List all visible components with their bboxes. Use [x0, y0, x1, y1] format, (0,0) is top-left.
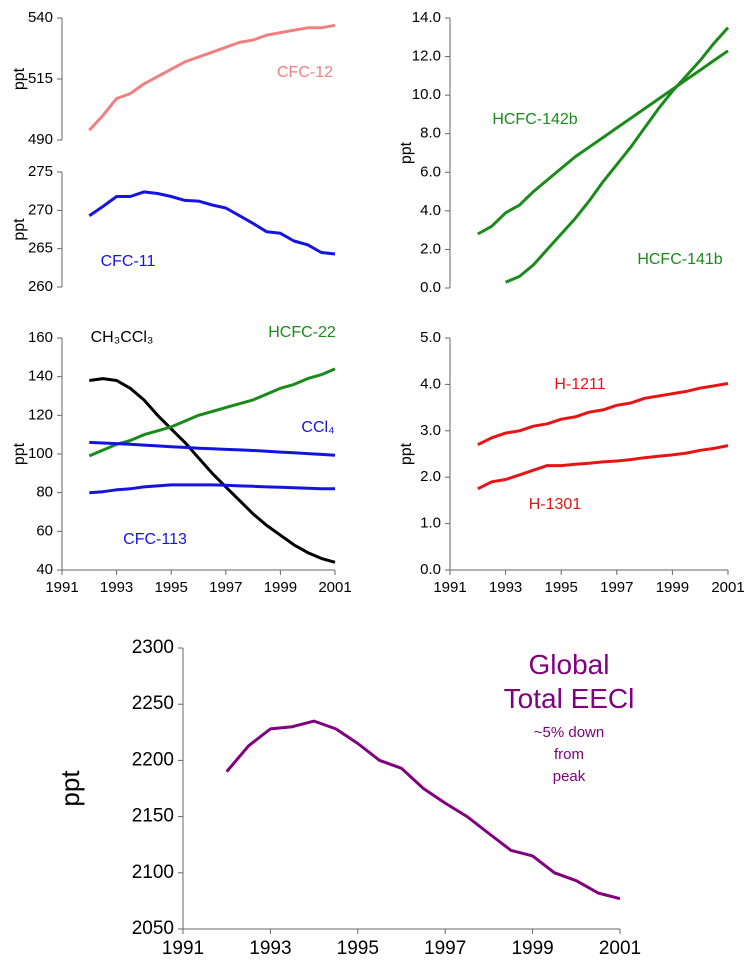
series-label: CFC-11: [101, 253, 156, 270]
y-tick-label: 40: [36, 561, 53, 578]
y-tick-label: 140: [28, 368, 53, 385]
y-tick-label: 0.0: [420, 561, 441, 578]
y-tick-label: 515: [28, 70, 53, 87]
y-axis-label: ppt: [398, 442, 415, 465]
y-tick-label: 6.0: [420, 163, 441, 180]
y-tick-label: 2300: [132, 637, 174, 658]
x-tick-label: 1991: [45, 579, 78, 596]
y-tick-label: 80: [36, 484, 53, 501]
y-tick-label: 2.0: [420, 240, 441, 257]
x-tick-label: 1995: [337, 938, 379, 959]
series-label: CFC-113: [123, 531, 187, 548]
series-line: [88, 367, 336, 458]
annotation: peak: [553, 768, 586, 785]
series-label: HCFC-22: [268, 324, 336, 341]
x-tick-label: 1999: [656, 579, 689, 596]
annotation: ~5% down: [534, 724, 604, 741]
y-tick-label: 4.0: [420, 375, 441, 392]
series-line: [225, 719, 621, 901]
y-tick-label: 275: [28, 163, 53, 180]
y-tick-label: 10.0: [412, 86, 441, 103]
series-label: H-1301: [529, 496, 582, 513]
y-tick-label: 270: [28, 201, 53, 218]
series-line: [88, 23, 336, 132]
series-label: CFC-12: [277, 64, 333, 81]
x-tick-label: 1993: [489, 579, 522, 596]
series-line: [89, 440, 336, 457]
y-axis-label: ppt: [11, 442, 28, 465]
y-tick-label: 60: [36, 522, 53, 539]
x-tick-label: 1993: [249, 938, 291, 959]
y-tick-label: 2100: [132, 862, 174, 883]
y-tick-label: 100: [28, 445, 53, 462]
y-tick-label: 2150: [132, 806, 174, 827]
annotation: from: [554, 746, 584, 763]
x-tick-label: 1993: [100, 579, 133, 596]
y-axis-label: ppt: [398, 141, 415, 164]
x-tick-label: 1997: [600, 579, 633, 596]
y-axis-label: ppt: [55, 770, 85, 807]
x-tick-label: 1999: [264, 579, 297, 596]
y-tick-label: 2200: [132, 749, 174, 770]
y-tick-label: 490: [28, 131, 53, 148]
x-tick-label: 1995: [155, 579, 188, 596]
x-tick-label: 1997: [424, 938, 466, 959]
y-tick-label: 5.0: [420, 329, 441, 346]
x-tick-label: 1991: [433, 579, 466, 596]
x-tick-label: 2001: [318, 579, 351, 596]
y-tick-label: 4.0: [420, 202, 441, 219]
y-tick-label: 2250: [132, 693, 174, 714]
y-tick-label: 3.0: [420, 422, 441, 439]
series-label: HCFC-141b: [637, 251, 722, 268]
y-tick-label: 265: [28, 240, 53, 257]
x-tick-label: 1995: [545, 579, 578, 596]
series-line: [477, 49, 729, 236]
series-line: [477, 382, 729, 447]
series-label: HCFC-142b: [492, 111, 577, 128]
chart-title: Global Total EECl: [503, 649, 635, 714]
y-tick-label: 1.0: [420, 515, 441, 532]
y-axis-label: ppt: [11, 218, 28, 241]
x-tick-label: 2001: [711, 579, 744, 596]
y-tick-label: 160: [28, 329, 53, 346]
y-tick-label: 2.0: [420, 468, 441, 485]
y-tick-label: 2050: [132, 918, 174, 939]
series-line: [505, 26, 730, 284]
y-tick-label: 540: [28, 9, 53, 26]
y-tick-label: 260: [28, 278, 53, 295]
series-line: [89, 377, 336, 564]
y-tick-label: 12.0: [412, 48, 441, 65]
x-tick-label: 1991: [162, 938, 204, 959]
series-label: H-1211: [554, 376, 605, 393]
series-line: [88, 190, 336, 256]
series-line: [477, 444, 729, 491]
x-tick-label: 1999: [511, 938, 553, 959]
y-tick-label: 8.0: [420, 125, 441, 142]
series-label: CH₃CCl₃: [91, 329, 154, 346]
y-tick-label: 0.0: [420, 279, 441, 296]
y-axis-label: ppt: [11, 67, 28, 90]
x-tick-label: 2001: [599, 938, 641, 959]
y-tick-label: 14.0: [412, 9, 441, 26]
series-label: CCl₄: [301, 419, 334, 436]
series-line: [89, 483, 335, 495]
y-tick-label: 120: [28, 406, 53, 423]
x-tick-label: 1997: [209, 579, 242, 596]
